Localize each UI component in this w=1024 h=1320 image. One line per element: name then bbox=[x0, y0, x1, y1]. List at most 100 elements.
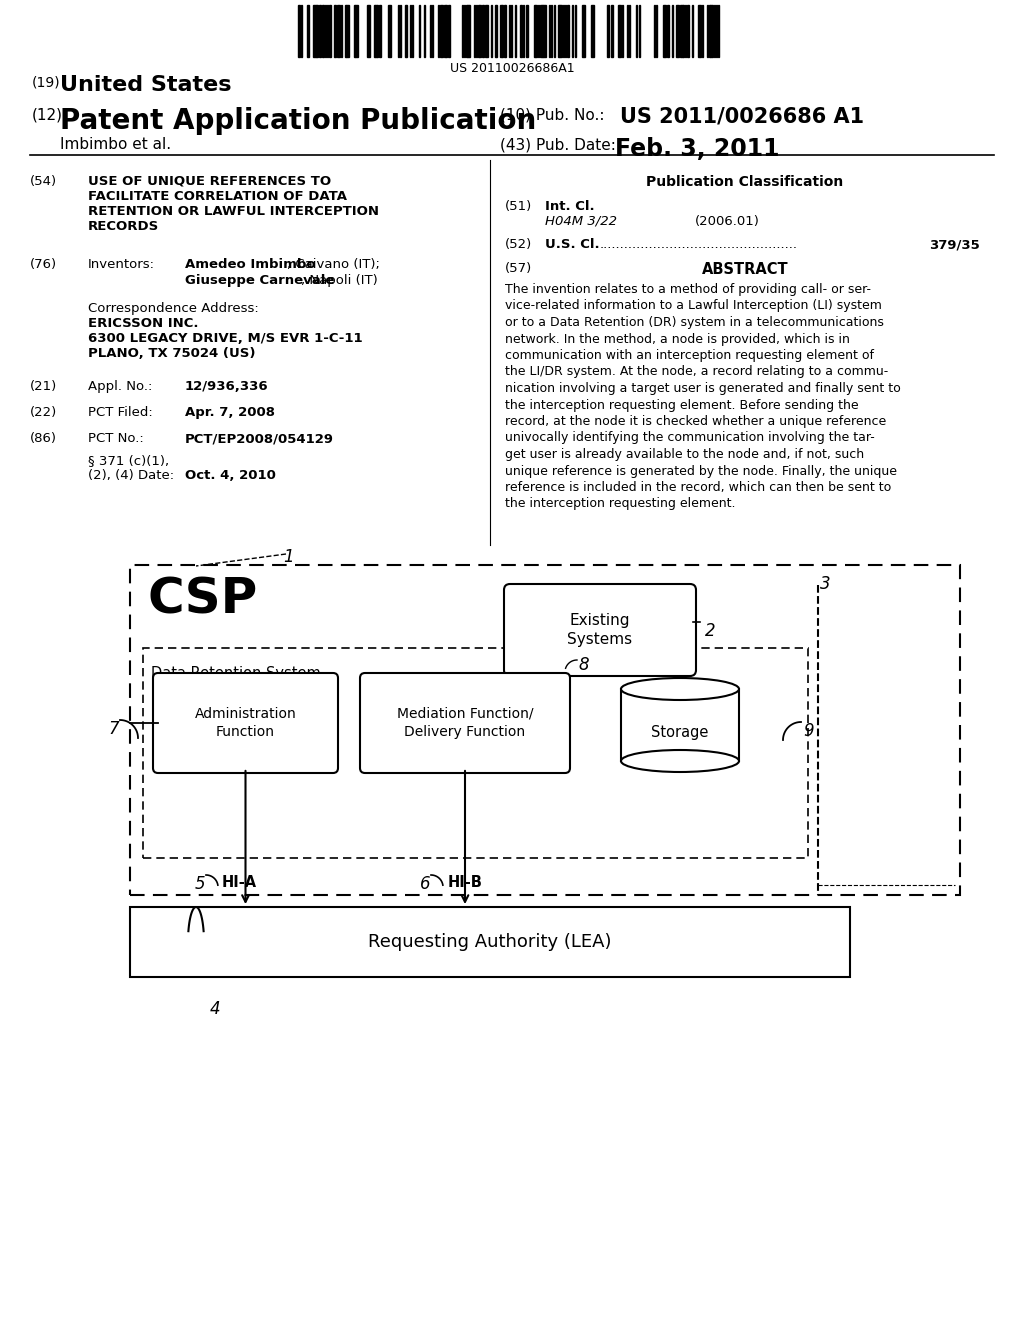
Bar bbox=[479, 5, 481, 57]
Text: USE OF UNIQUE REFERENCES TO: USE OF UNIQUE REFERENCES TO bbox=[88, 176, 331, 187]
Text: PCT/EP2008/054129: PCT/EP2008/054129 bbox=[185, 432, 334, 445]
Text: FACILITATE CORRELATION OF DATA: FACILITATE CORRELATION OF DATA bbox=[88, 190, 347, 203]
Bar bbox=[540, 5, 542, 57]
Bar bbox=[130, 907, 850, 977]
Bar bbox=[130, 565, 961, 895]
Ellipse shape bbox=[621, 678, 739, 700]
Text: (57): (57) bbox=[505, 261, 532, 275]
Text: Patent Application Publication: Patent Application Publication bbox=[60, 107, 537, 135]
Bar bbox=[337, 5, 340, 57]
Bar bbox=[313, 5, 316, 57]
Text: 7: 7 bbox=[108, 719, 119, 738]
Text: Feb. 3, 2011: Feb. 3, 2011 bbox=[615, 137, 779, 161]
Bar bbox=[663, 5, 666, 57]
Text: United States: United States bbox=[60, 75, 231, 95]
Text: Correspondence Address:: Correspondence Address: bbox=[88, 302, 259, 315]
Text: (22): (22) bbox=[30, 407, 57, 418]
Text: 6300 LEGACY DRIVE, M/S EVR 1-C-11: 6300 LEGACY DRIVE, M/S EVR 1-C-11 bbox=[88, 333, 362, 345]
FancyBboxPatch shape bbox=[360, 673, 570, 774]
Text: Amedeo Imbimbo: Amedeo Imbimbo bbox=[185, 257, 315, 271]
Text: ................................................: ........................................… bbox=[600, 238, 798, 251]
Bar bbox=[560, 5, 562, 57]
Text: , Caivano (IT);: , Caivano (IT); bbox=[287, 257, 380, 271]
Text: § 371 (c)(1),: § 371 (c)(1), bbox=[88, 454, 169, 467]
Bar bbox=[618, 5, 621, 57]
FancyBboxPatch shape bbox=[504, 583, 696, 676]
Text: Mediation Function/
Delivery Function: Mediation Function/ Delivery Function bbox=[396, 706, 534, 739]
Text: (86): (86) bbox=[30, 432, 57, 445]
Bar bbox=[535, 5, 537, 57]
Text: Oct. 4, 2010: Oct. 4, 2010 bbox=[185, 469, 275, 482]
Text: 5: 5 bbox=[195, 875, 206, 894]
Text: The invention relates to a method of providing call- or ser-
vice-related inform: The invention relates to a method of pro… bbox=[505, 282, 901, 511]
Text: PCT Filed:: PCT Filed: bbox=[88, 407, 153, 418]
Text: HI-B: HI-B bbox=[449, 875, 483, 890]
Ellipse shape bbox=[621, 750, 739, 772]
Bar bbox=[591, 5, 594, 57]
Text: PCT No.:: PCT No.: bbox=[88, 432, 143, 445]
Text: H04M 3/22: H04M 3/22 bbox=[545, 215, 617, 228]
Bar bbox=[607, 5, 609, 57]
Text: Int. Cl.: Int. Cl. bbox=[545, 201, 595, 213]
Text: Imbimbo et al.: Imbimbo et al. bbox=[60, 137, 171, 152]
Text: RECORDS: RECORDS bbox=[88, 220, 160, 234]
Bar bbox=[680, 5, 683, 57]
Text: (52): (52) bbox=[505, 238, 532, 251]
Bar bbox=[526, 5, 528, 57]
Text: Giuseppe Carnevale: Giuseppe Carnevale bbox=[185, 275, 335, 286]
Text: 379/35: 379/35 bbox=[929, 238, 980, 251]
Bar bbox=[710, 5, 713, 57]
Bar bbox=[520, 5, 522, 57]
Bar bbox=[687, 5, 689, 57]
Text: HI-A: HI-A bbox=[222, 875, 257, 890]
Text: Storage: Storage bbox=[651, 726, 709, 741]
Text: 9: 9 bbox=[803, 722, 814, 741]
Text: ERICSSON INC.: ERICSSON INC. bbox=[88, 317, 199, 330]
FancyBboxPatch shape bbox=[153, 673, 338, 774]
Bar bbox=[449, 5, 450, 57]
Bar bbox=[379, 5, 381, 57]
Text: Data Retention System: Data Retention System bbox=[151, 667, 321, 681]
Bar bbox=[346, 5, 349, 57]
Bar bbox=[367, 5, 370, 57]
Text: 8: 8 bbox=[578, 656, 589, 675]
Bar bbox=[355, 5, 358, 57]
Bar bbox=[444, 5, 446, 57]
Text: 4: 4 bbox=[210, 1001, 220, 1018]
Bar bbox=[334, 5, 336, 57]
Text: 6: 6 bbox=[420, 875, 431, 894]
Text: PLANO, TX 75024 (US): PLANO, TX 75024 (US) bbox=[88, 347, 256, 360]
Bar bbox=[582, 5, 585, 57]
Bar bbox=[298, 5, 300, 57]
Bar bbox=[698, 5, 701, 57]
Bar bbox=[611, 5, 613, 57]
Text: 3: 3 bbox=[820, 576, 830, 593]
Bar bbox=[482, 5, 484, 57]
Text: Requesting Authority (LEA): Requesting Authority (LEA) bbox=[369, 933, 611, 950]
Bar bbox=[621, 689, 739, 762]
Text: (19): (19) bbox=[32, 75, 60, 88]
Bar bbox=[388, 5, 391, 57]
Bar bbox=[322, 5, 324, 57]
Bar bbox=[567, 5, 569, 57]
Text: Publication Classification: Publication Classification bbox=[646, 176, 844, 189]
Bar bbox=[500, 5, 502, 57]
Bar bbox=[329, 5, 331, 57]
Text: 2: 2 bbox=[705, 622, 716, 640]
Text: (43) Pub. Date:: (43) Pub. Date: bbox=[500, 137, 615, 152]
Bar bbox=[485, 5, 488, 57]
Bar bbox=[375, 5, 377, 57]
Text: 1: 1 bbox=[283, 548, 294, 566]
Text: Administration
Function: Administration Function bbox=[195, 706, 296, 739]
Text: RETENTION OR LAWFUL INTERCEPTION: RETENTION OR LAWFUL INTERCEPTION bbox=[88, 205, 379, 218]
Bar bbox=[307, 5, 309, 57]
Text: (2006.01): (2006.01) bbox=[695, 215, 760, 228]
Text: (12): (12) bbox=[32, 107, 63, 121]
Text: CSP: CSP bbox=[148, 576, 258, 623]
Text: Appl. No.:: Appl. No.: bbox=[88, 380, 153, 393]
Text: 12/936,336: 12/936,336 bbox=[185, 380, 268, 393]
Text: Inventors:: Inventors: bbox=[88, 257, 155, 271]
Text: (51): (51) bbox=[505, 201, 532, 213]
Text: (21): (21) bbox=[30, 380, 57, 393]
Bar bbox=[676, 5, 679, 57]
